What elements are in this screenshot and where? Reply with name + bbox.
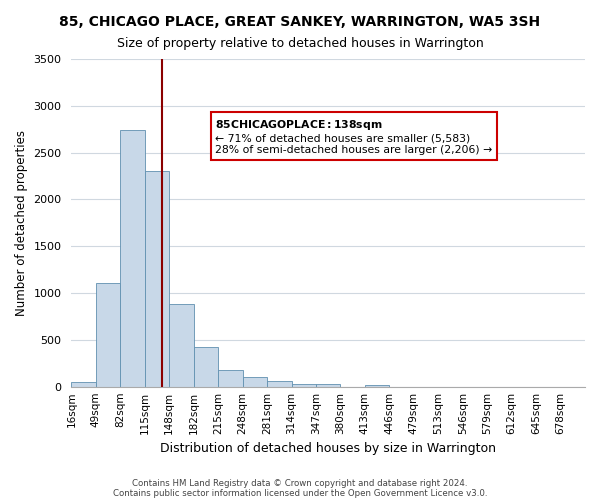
Text: Size of property relative to detached houses in Warrington: Size of property relative to detached ho… xyxy=(116,38,484,51)
Bar xyxy=(96,283,121,387)
Bar xyxy=(218,370,242,386)
Bar xyxy=(194,347,218,387)
Text: 85, CHICAGO PLACE, GREAT SANKEY, WARRINGTON, WA5 3SH: 85, CHICAGO PLACE, GREAT SANKEY, WARRING… xyxy=(59,15,541,29)
Bar xyxy=(365,385,389,386)
Bar xyxy=(71,382,96,386)
X-axis label: Distribution of detached houses by size in Warrington: Distribution of detached houses by size … xyxy=(160,442,496,455)
Text: Contains public sector information licensed under the Open Government Licence v3: Contains public sector information licen… xyxy=(113,488,487,498)
Bar xyxy=(169,304,194,386)
Text: Contains HM Land Registry data © Crown copyright and database right 2024.: Contains HM Land Registry data © Crown c… xyxy=(132,478,468,488)
Bar xyxy=(292,384,316,386)
Y-axis label: Number of detached properties: Number of detached properties xyxy=(15,130,28,316)
Bar xyxy=(121,130,145,386)
Bar xyxy=(267,380,292,386)
Bar xyxy=(316,384,340,386)
Bar xyxy=(145,172,169,386)
Bar xyxy=(242,377,267,386)
Text: $\bf{85 CHICAGO PLACE: 138sqm}$
← 71% of detached houses are smaller (5,583)
28%: $\bf{85 CHICAGO PLACE: 138sqm}$ ← 71% of… xyxy=(215,118,493,155)
